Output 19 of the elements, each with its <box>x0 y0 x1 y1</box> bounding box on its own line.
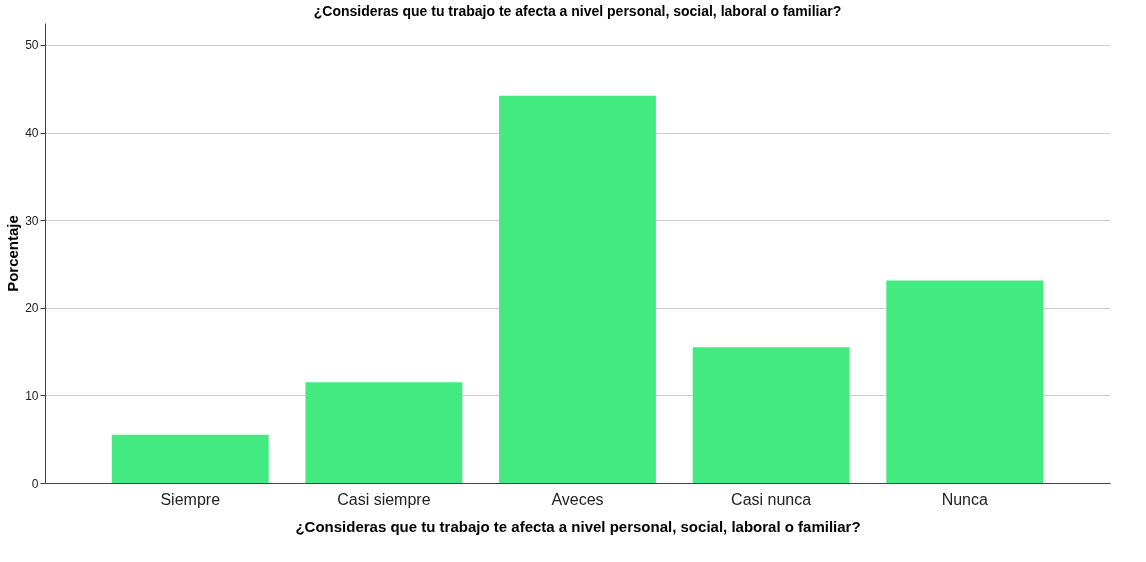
x-tick-label: Nunca <box>941 490 988 508</box>
chart-title: ¿Consideras que tu trabajo te afecta a nivel personal, social, laboral o familiar? <box>313 3 842 19</box>
bar <box>305 382 463 483</box>
y-tick-label: 0 <box>31 476 39 491</box>
y-tick-label: 30 <box>25 213 39 228</box>
y-tick-label: 40 <box>25 126 39 141</box>
bar <box>111 434 269 483</box>
x-axis-title: ¿Consideras que tu trabajo te afecta a nivel personal, social, laboral o familiar? <box>295 517 861 535</box>
bar <box>692 347 850 483</box>
x-tick-label: Casi siempre <box>337 490 431 508</box>
y-tick-label: 20 <box>25 301 39 316</box>
y-tick-label: 10 <box>25 388 39 403</box>
x-tick-label: Aveces <box>551 490 604 508</box>
x-tick-label: Siempre <box>160 490 221 508</box>
y-tick-label: 50 <box>25 38 39 53</box>
bar <box>886 280 1044 483</box>
x-tick-label: Casi nunca <box>731 490 812 508</box>
y-axis-title: Porcentaje <box>4 215 22 292</box>
bar <box>499 95 656 483</box>
